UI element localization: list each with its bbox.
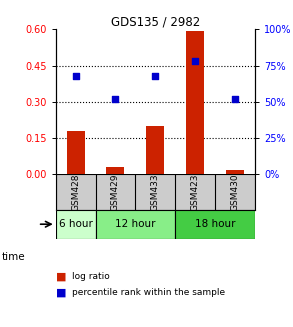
Bar [96,210,175,239]
Text: GSM428: GSM428 [71,173,80,211]
Bar [226,170,244,175]
Text: GSM430: GSM430 [231,173,239,211]
Point [233,96,237,102]
Point [153,73,158,78]
Text: GSM433: GSM433 [151,173,160,211]
Bar [186,31,204,175]
Bar [175,210,255,239]
Text: time: time [1,252,25,262]
Text: 18 hour: 18 hour [195,219,235,229]
Text: percentile rank within the sample: percentile rank within the sample [72,288,225,297]
Bar [106,167,125,175]
Text: log ratio: log ratio [72,272,110,281]
Text: GSM429: GSM429 [111,173,120,211]
Bar [56,210,96,239]
Text: ■: ■ [56,271,66,281]
Text: 12 hour: 12 hour [115,219,156,229]
Bar [67,131,85,175]
Point [113,96,118,102]
Text: 6 hour: 6 hour [59,219,93,229]
Text: GSM423: GSM423 [191,173,200,211]
Text: ■: ■ [56,288,66,298]
Point [73,73,78,78]
Title: GDS135 / 2982: GDS135 / 2982 [111,15,200,28]
Bar [146,126,164,175]
Point [193,59,197,64]
